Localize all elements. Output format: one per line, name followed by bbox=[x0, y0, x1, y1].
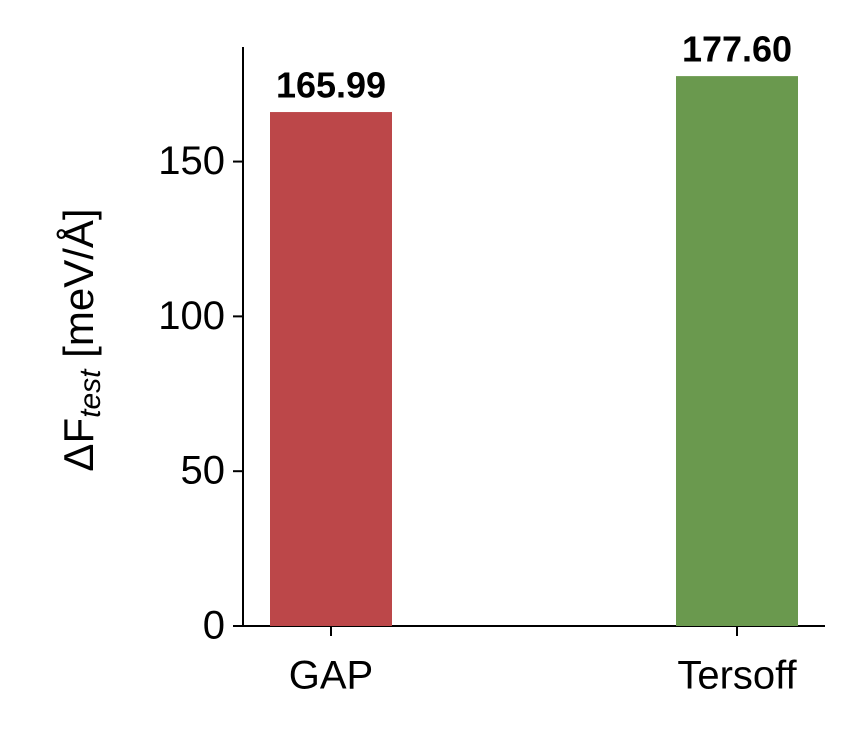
bar bbox=[270, 112, 392, 626]
y-axis-label: ΔFtest [meV/Å] bbox=[55, 208, 107, 471]
value-label: 165.99 bbox=[276, 65, 386, 106]
y-tick-label: 0 bbox=[203, 604, 225, 648]
y-label-subscript: test bbox=[74, 368, 107, 418]
value-label: 177.60 bbox=[682, 29, 792, 70]
y-label-unit: [meV/Å] bbox=[55, 208, 102, 369]
bar bbox=[676, 76, 798, 627]
y-label-symbol: ΔF bbox=[55, 418, 102, 472]
x-tick-label: GAP bbox=[289, 654, 373, 698]
y-tick-label: 100 bbox=[158, 294, 225, 338]
y-tick-label: 150 bbox=[158, 139, 225, 183]
y-tick-label: 50 bbox=[181, 449, 226, 493]
x-tick-label: Tersoff bbox=[677, 654, 797, 698]
